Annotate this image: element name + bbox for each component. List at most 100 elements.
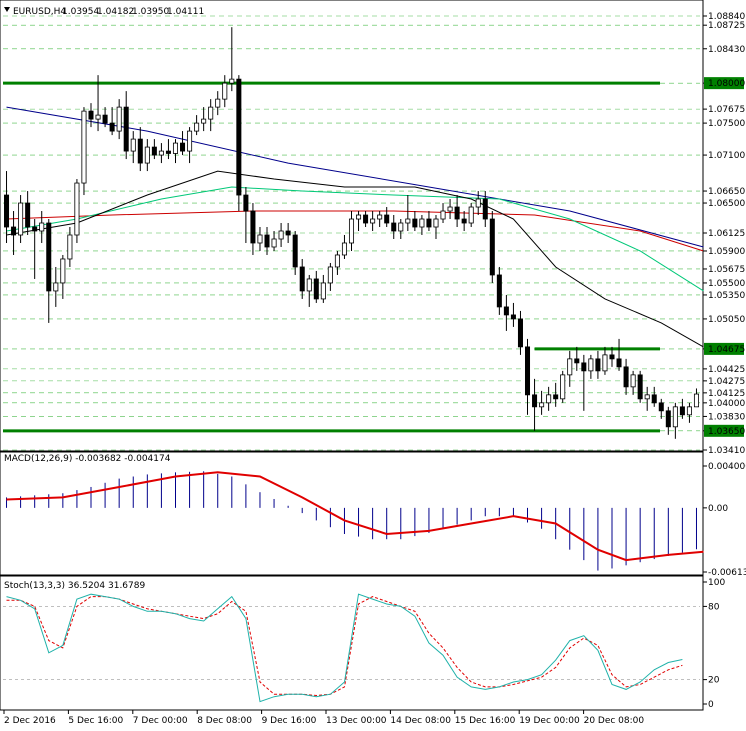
candle-body: [658, 402, 664, 412]
candle-body: [447, 206, 453, 212]
candle-body: [356, 214, 362, 220]
candle-body: [524, 346, 531, 396]
candle-body: [137, 138, 143, 164]
candle-body: [123, 106, 129, 152]
candle-body: [271, 238, 277, 248]
candle-body: [32, 226, 38, 232]
time-tick-label: 9 Dec 16:00: [262, 716, 317, 726]
candle-body: [574, 358, 580, 364]
candle-body: [616, 358, 622, 368]
candle-body: [306, 278, 312, 292]
price-label-box: [704, 77, 744, 90]
price-label-box: [704, 424, 744, 437]
candle-body: [588, 358, 594, 372]
candle-body: [130, 138, 136, 152]
price-tick-label: 1.04675: [708, 345, 745, 355]
stoch-tick-label: 0: [708, 700, 714, 710]
horizontal-levels[interactable]: [3, 81, 660, 433]
price-tick-label: 1.03410: [708, 446, 745, 456]
stoch-tick-label: 100: [708, 578, 725, 588]
candle-body: [243, 194, 249, 212]
candle-body: [320, 282, 326, 300]
candle-body: [327, 266, 333, 284]
candle-body: [665, 410, 671, 428]
candle-body: [370, 218, 376, 224]
candle-body: [158, 150, 164, 156]
stoch-tick-label: 80: [708, 602, 720, 612]
candle-body: [489, 218, 495, 276]
moving-average-line: [6, 186, 704, 292]
price-tick-label: 1.04275: [708, 377, 745, 387]
candle-body: [236, 78, 242, 196]
candle-body: [454, 206, 460, 220]
macd-tick-label: -0.006137: [708, 568, 746, 578]
candle-body: [4, 194, 10, 228]
candle-body: [39, 222, 45, 232]
header-close: 1.04111: [167, 7, 204, 17]
candle-body: [144, 146, 150, 164]
triangle-down-icon[interactable]: [4, 7, 10, 12]
candle-body: [546, 394, 552, 404]
candle-body: [651, 394, 657, 404]
candle-body: [18, 202, 24, 236]
candle-body: [348, 218, 355, 244]
candle-body: [532, 394, 538, 408]
macd-panel[interactable]: [0, 451, 704, 576]
candle-body: [672, 406, 678, 428]
candle-body: [412, 218, 418, 228]
candle-body: [208, 106, 214, 120]
candle-body: [187, 130, 193, 152]
candle-body: [109, 122, 115, 132]
candle-body: [180, 142, 186, 152]
price-tick-label: 1.08430: [708, 45, 745, 55]
candle-body: [602, 354, 608, 372]
candle-body: [693, 393, 699, 408]
candle-body: [475, 198, 481, 208]
price-tick-label: 1.07100: [708, 151, 745, 161]
macd-tick-label: 0.00: [708, 504, 728, 514]
price-tick-label: 1.04000: [708, 399, 745, 409]
candle-body: [60, 258, 66, 284]
candle-body: [165, 150, 171, 154]
candle-body: [623, 366, 629, 388]
macd-signal-line: [6, 471, 704, 562]
candle-body: [250, 210, 256, 244]
candle-body: [116, 106, 122, 132]
stoch-main-line: [6, 593, 683, 703]
candle-body: [377, 214, 383, 220]
price-tick-label: 1.06650: [708, 187, 745, 197]
header-high: 1.04182: [97, 7, 134, 17]
candle-body: [215, 98, 221, 108]
candle-body: [496, 274, 502, 308]
candle-body: [461, 218, 467, 224]
candle-body: [25, 202, 31, 228]
candle-body: [595, 358, 601, 372]
candle-body: [686, 406, 692, 416]
time-tick-label: 13 Dec 00:00: [326, 716, 387, 726]
candle-body: [426, 218, 432, 228]
candle-body: [88, 110, 94, 120]
candle-body: [609, 354, 615, 360]
candle-body: [517, 318, 523, 348]
price-tick-label: 1.08840: [708, 12, 745, 22]
candle-body: [95, 114, 101, 120]
price-tick-label: 1.05050: [708, 315, 745, 325]
header-low: 1.03950: [132, 7, 169, 17]
price-tick-label: 1.07675: [708, 105, 745, 115]
candle-body: [292, 234, 298, 268]
candle-body: [299, 266, 305, 292]
candle-body: [560, 374, 566, 400]
candle-body: [11, 226, 17, 236]
candle-body: [102, 114, 108, 124]
candle-body: [391, 222, 397, 232]
candle-body: [172, 142, 179, 154]
candle-body: [637, 374, 643, 400]
candle-body: [74, 182, 80, 236]
candle-body: [440, 210, 446, 220]
candle-body: [419, 218, 425, 228]
time-tick-label: 7 Dec 00:00: [133, 716, 188, 726]
time-tick-label: 14 Dec 08:00: [390, 716, 451, 726]
candle-body: [630, 374, 636, 388]
header-symbol: EURUSD,H4: [13, 7, 66, 17]
